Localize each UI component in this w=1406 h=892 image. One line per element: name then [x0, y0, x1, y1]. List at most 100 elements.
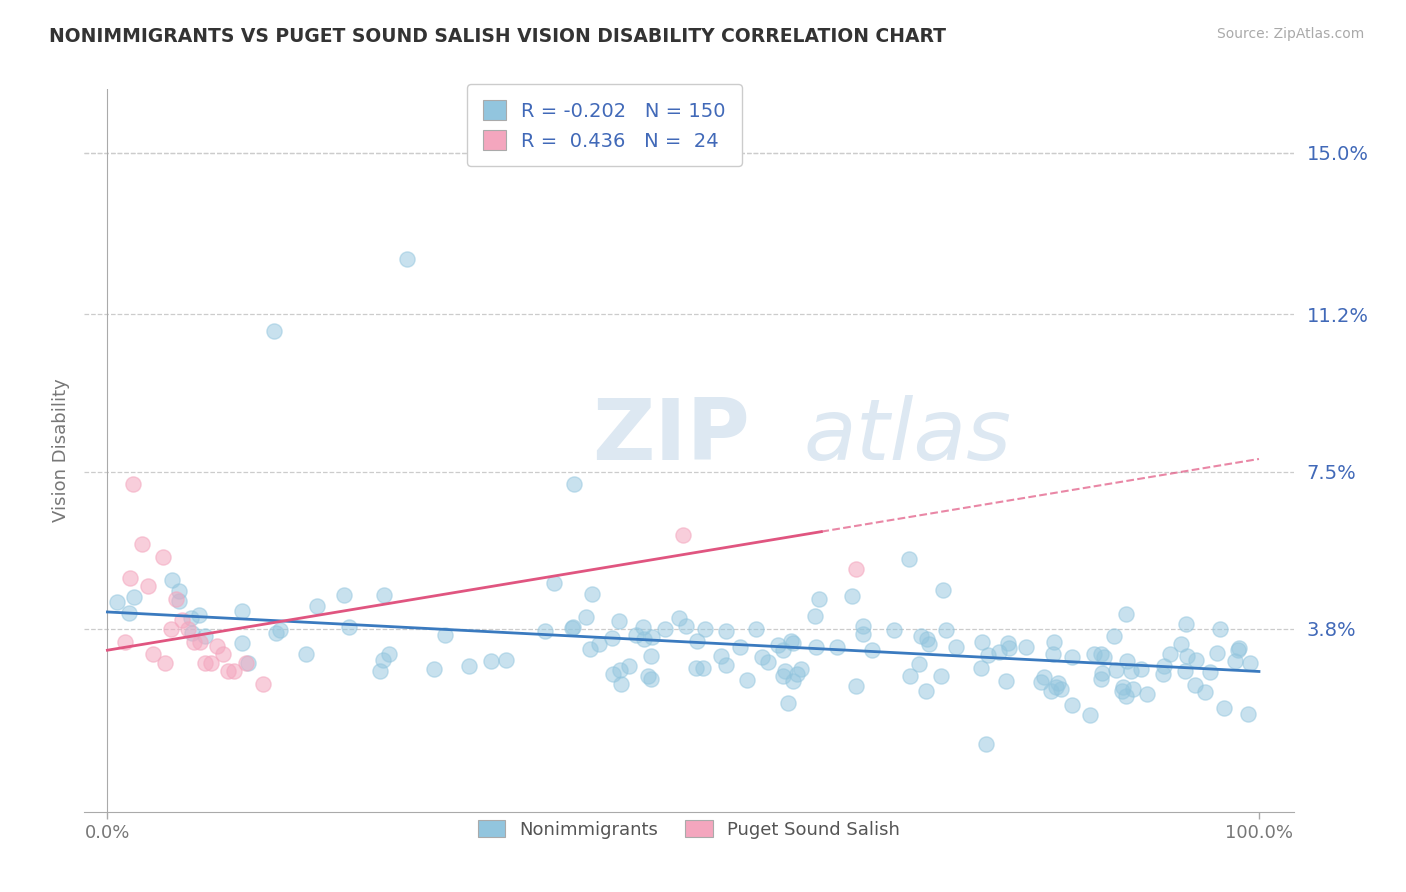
Point	[136, 579, 159, 593]
Point	[235, 656, 257, 670]
Point	[1206, 646, 1229, 660]
Point	[600, 632, 623, 646]
Point	[1175, 616, 1198, 631]
Point	[1090, 648, 1112, 662]
Point	[114, 634, 136, 648]
Point	[1090, 672, 1112, 686]
Point	[231, 636, 253, 650]
Point	[172, 614, 194, 628]
Point	[373, 653, 395, 667]
Point	[180, 611, 202, 625]
Point	[1112, 681, 1135, 695]
Point	[1226, 643, 1249, 657]
Point	[1083, 647, 1105, 661]
Point	[929, 669, 952, 683]
Point	[231, 604, 253, 618]
Point	[1111, 683, 1133, 698]
Point	[1199, 665, 1222, 679]
Point	[780, 634, 803, 648]
Point	[422, 662, 444, 676]
Point	[167, 583, 190, 598]
Point	[808, 591, 831, 606]
Point	[159, 622, 181, 636]
Point	[607, 614, 630, 628]
Point	[543, 576, 565, 591]
Text: ZIP: ZIP	[592, 394, 749, 477]
Point	[1102, 629, 1125, 643]
Point	[883, 623, 905, 637]
Text: NONIMMIGRANTS VS PUGET SOUND SALISH VISION DISABILITY CORRELATION CHART: NONIMMIGRANTS VS PUGET SOUND SALISH VISI…	[49, 27, 946, 45]
Point	[264, 626, 287, 640]
Point	[118, 606, 141, 620]
Point	[714, 624, 737, 638]
Point	[987, 645, 1010, 659]
Point	[1042, 647, 1064, 661]
Text: atlas: atlas	[804, 394, 1012, 477]
Point	[1174, 664, 1197, 678]
Point	[804, 640, 827, 655]
Point	[714, 658, 737, 673]
Point	[153, 656, 176, 670]
Point	[205, 639, 228, 653]
Point	[337, 620, 360, 634]
Point	[578, 642, 600, 657]
Point	[1121, 664, 1143, 678]
Point	[710, 649, 733, 664]
Legend: Nonimmigrants, Puget Sound Salish: Nonimmigrants, Puget Sound Salish	[471, 813, 907, 846]
Point	[786, 667, 808, 681]
Point	[790, 662, 813, 676]
Point	[825, 640, 848, 654]
Point	[898, 669, 921, 683]
Point	[668, 611, 690, 625]
Point	[686, 634, 709, 648]
Point	[236, 656, 259, 670]
Point	[768, 638, 790, 652]
Point	[1122, 682, 1144, 697]
Point	[845, 562, 868, 576]
Point	[373, 588, 395, 602]
Point	[194, 629, 217, 643]
Point	[631, 620, 654, 634]
Point	[433, 627, 456, 641]
Point	[1152, 666, 1174, 681]
Point	[782, 673, 804, 688]
Point	[378, 647, 401, 661]
Point	[744, 622, 766, 636]
Point	[1046, 676, 1069, 690]
Point	[772, 669, 794, 683]
Point	[773, 664, 796, 678]
Point	[1208, 622, 1230, 636]
Point	[782, 636, 804, 650]
Point	[561, 620, 583, 634]
Point	[588, 637, 610, 651]
Point	[1239, 656, 1261, 670]
Point	[200, 656, 222, 670]
Point	[131, 537, 153, 551]
Point	[1040, 684, 1063, 698]
Point	[1078, 707, 1101, 722]
Point	[167, 593, 190, 607]
Point	[852, 626, 875, 640]
Point	[1212, 700, 1234, 714]
Point	[841, 589, 863, 603]
Point	[263, 325, 285, 339]
Point	[121, 477, 143, 491]
Point	[1184, 678, 1206, 692]
Point	[685, 660, 707, 674]
Point	[1062, 649, 1084, 664]
Point	[166, 592, 188, 607]
Point	[1032, 670, 1054, 684]
Point	[602, 666, 624, 681]
Point	[735, 673, 758, 687]
Point	[1042, 634, 1064, 648]
Point	[970, 634, 993, 648]
Point	[730, 640, 752, 654]
Point	[561, 621, 583, 635]
Point	[654, 622, 676, 636]
Point	[1105, 663, 1128, 677]
Point	[803, 608, 825, 623]
Point	[1091, 666, 1114, 681]
Point	[1092, 650, 1115, 665]
Point	[188, 634, 211, 648]
Point	[974, 737, 997, 751]
